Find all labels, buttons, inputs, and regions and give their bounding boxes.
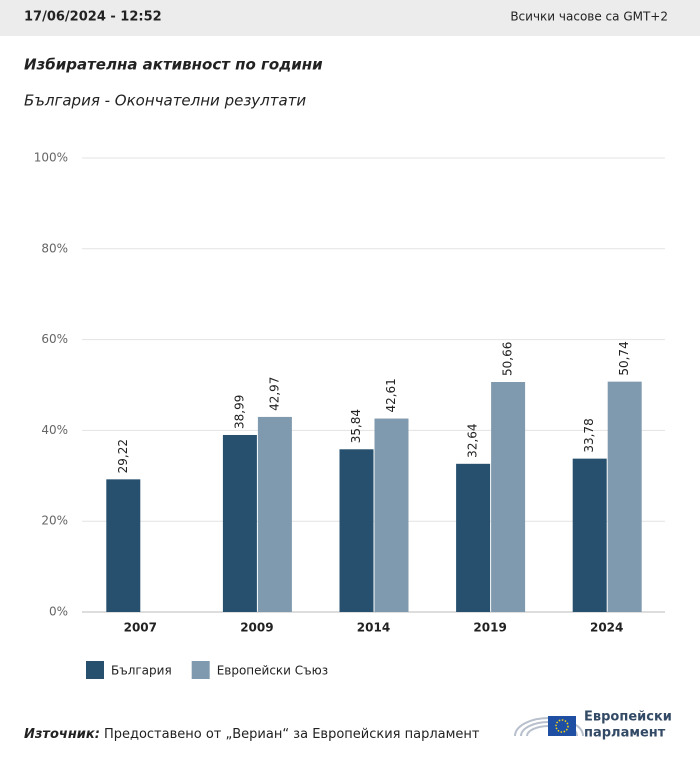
x-tick-label: 2024 (590, 621, 623, 635)
value-label: 50,74 (617, 341, 631, 375)
legend-swatch (86, 661, 104, 679)
legend-label: Европейски Съюз (217, 664, 328, 678)
value-label: 50,66 (501, 342, 515, 376)
value-label: 29,22 (116, 439, 130, 473)
bar (456, 463, 491, 612)
header-bar (0, 0, 700, 36)
bar (339, 449, 374, 612)
datetime: 17/06/2024 - 12:52 (24, 10, 162, 25)
x-tick-label: 2009 (240, 621, 273, 635)
y-tick-label: 0% (49, 605, 68, 619)
value-label: 35,84 (349, 409, 363, 443)
value-label: 33,78 (582, 418, 596, 452)
y-tick-label: 80% (41, 241, 68, 255)
bar (222, 434, 257, 612)
x-tick-label: 2014 (357, 621, 390, 635)
logo-text: Европейски (584, 710, 672, 725)
bar (491, 382, 526, 612)
chart-title: Избирателна активност по години (24, 56, 323, 74)
bar (374, 418, 409, 612)
value-label: 42,61 (384, 378, 398, 412)
value-label: 42,97 (267, 377, 281, 411)
y-tick-label: 20% (41, 514, 68, 528)
source: Източник: Предоставено от „Вериан“ за Евр… (24, 727, 480, 742)
legend-label: България (111, 664, 172, 678)
bar (607, 381, 642, 612)
legend-swatch (191, 661, 210, 679)
x-tick-label: 2019 (473, 621, 506, 635)
value-label: 38,99 (232, 395, 246, 429)
y-tick-label: 100% (34, 151, 68, 165)
timezone: Всички часове са GMT+2 (510, 10, 668, 24)
source-text: Предоставено от „Вериан“ за Европейския … (104, 727, 480, 742)
chart-subtitle: България - Окончателни резултати (24, 92, 306, 110)
bar (257, 416, 292, 612)
bar (572, 458, 607, 612)
source-label: Източник: (24, 727, 100, 742)
y-tick-label: 60% (41, 332, 68, 346)
bar (106, 479, 141, 612)
logo-text: парламент (584, 726, 666, 741)
y-tick-label: 40% (41, 423, 68, 437)
x-tick-label: 2007 (124, 621, 157, 635)
value-label: 32,64 (466, 423, 480, 457)
logo: Европейски парламент (514, 710, 672, 741)
